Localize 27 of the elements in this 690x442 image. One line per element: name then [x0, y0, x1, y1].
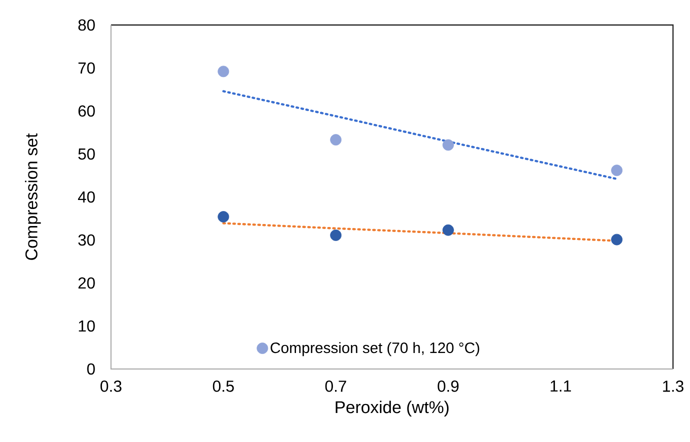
line-series [222, 90, 618, 180]
point [611, 164, 623, 176]
point [442, 224, 454, 236]
y-tick-label: 60 [78, 105, 95, 117]
legend-label: Compression set (70 h, 120 °C) [270, 342, 480, 356]
y-tick-label: 40 [78, 191, 95, 203]
x-tick-label: 1.3 [663, 380, 684, 392]
y-tick-label: 0 [87, 363, 95, 375]
point [218, 211, 230, 222]
y-tick-label: 10 [78, 320, 95, 332]
x-tick-label: 1.1 [550, 380, 571, 392]
y-tick-label: 70 [78, 62, 95, 74]
y-tick-label: 80 [78, 19, 95, 31]
y-tick-label: 50 [78, 148, 95, 160]
point [330, 230, 342, 241]
x-tick-label: 0.9 [438, 380, 459, 392]
point [611, 234, 623, 246]
point [442, 139, 454, 151]
x-tick-label: 0.5 [212, 380, 234, 392]
x-tick-label: 0.7 [325, 380, 346, 392]
x-axis-title: Peroxide (wt%) [336, 400, 449, 417]
y-tick-label: 30 [78, 234, 95, 246]
x-tick-label: 0.3 [100, 380, 122, 392]
point [330, 134, 342, 146]
point [218, 66, 230, 78]
y-axis-title: Compression set [24, 133, 41, 260]
y-tick-label: 20 [78, 277, 95, 289]
